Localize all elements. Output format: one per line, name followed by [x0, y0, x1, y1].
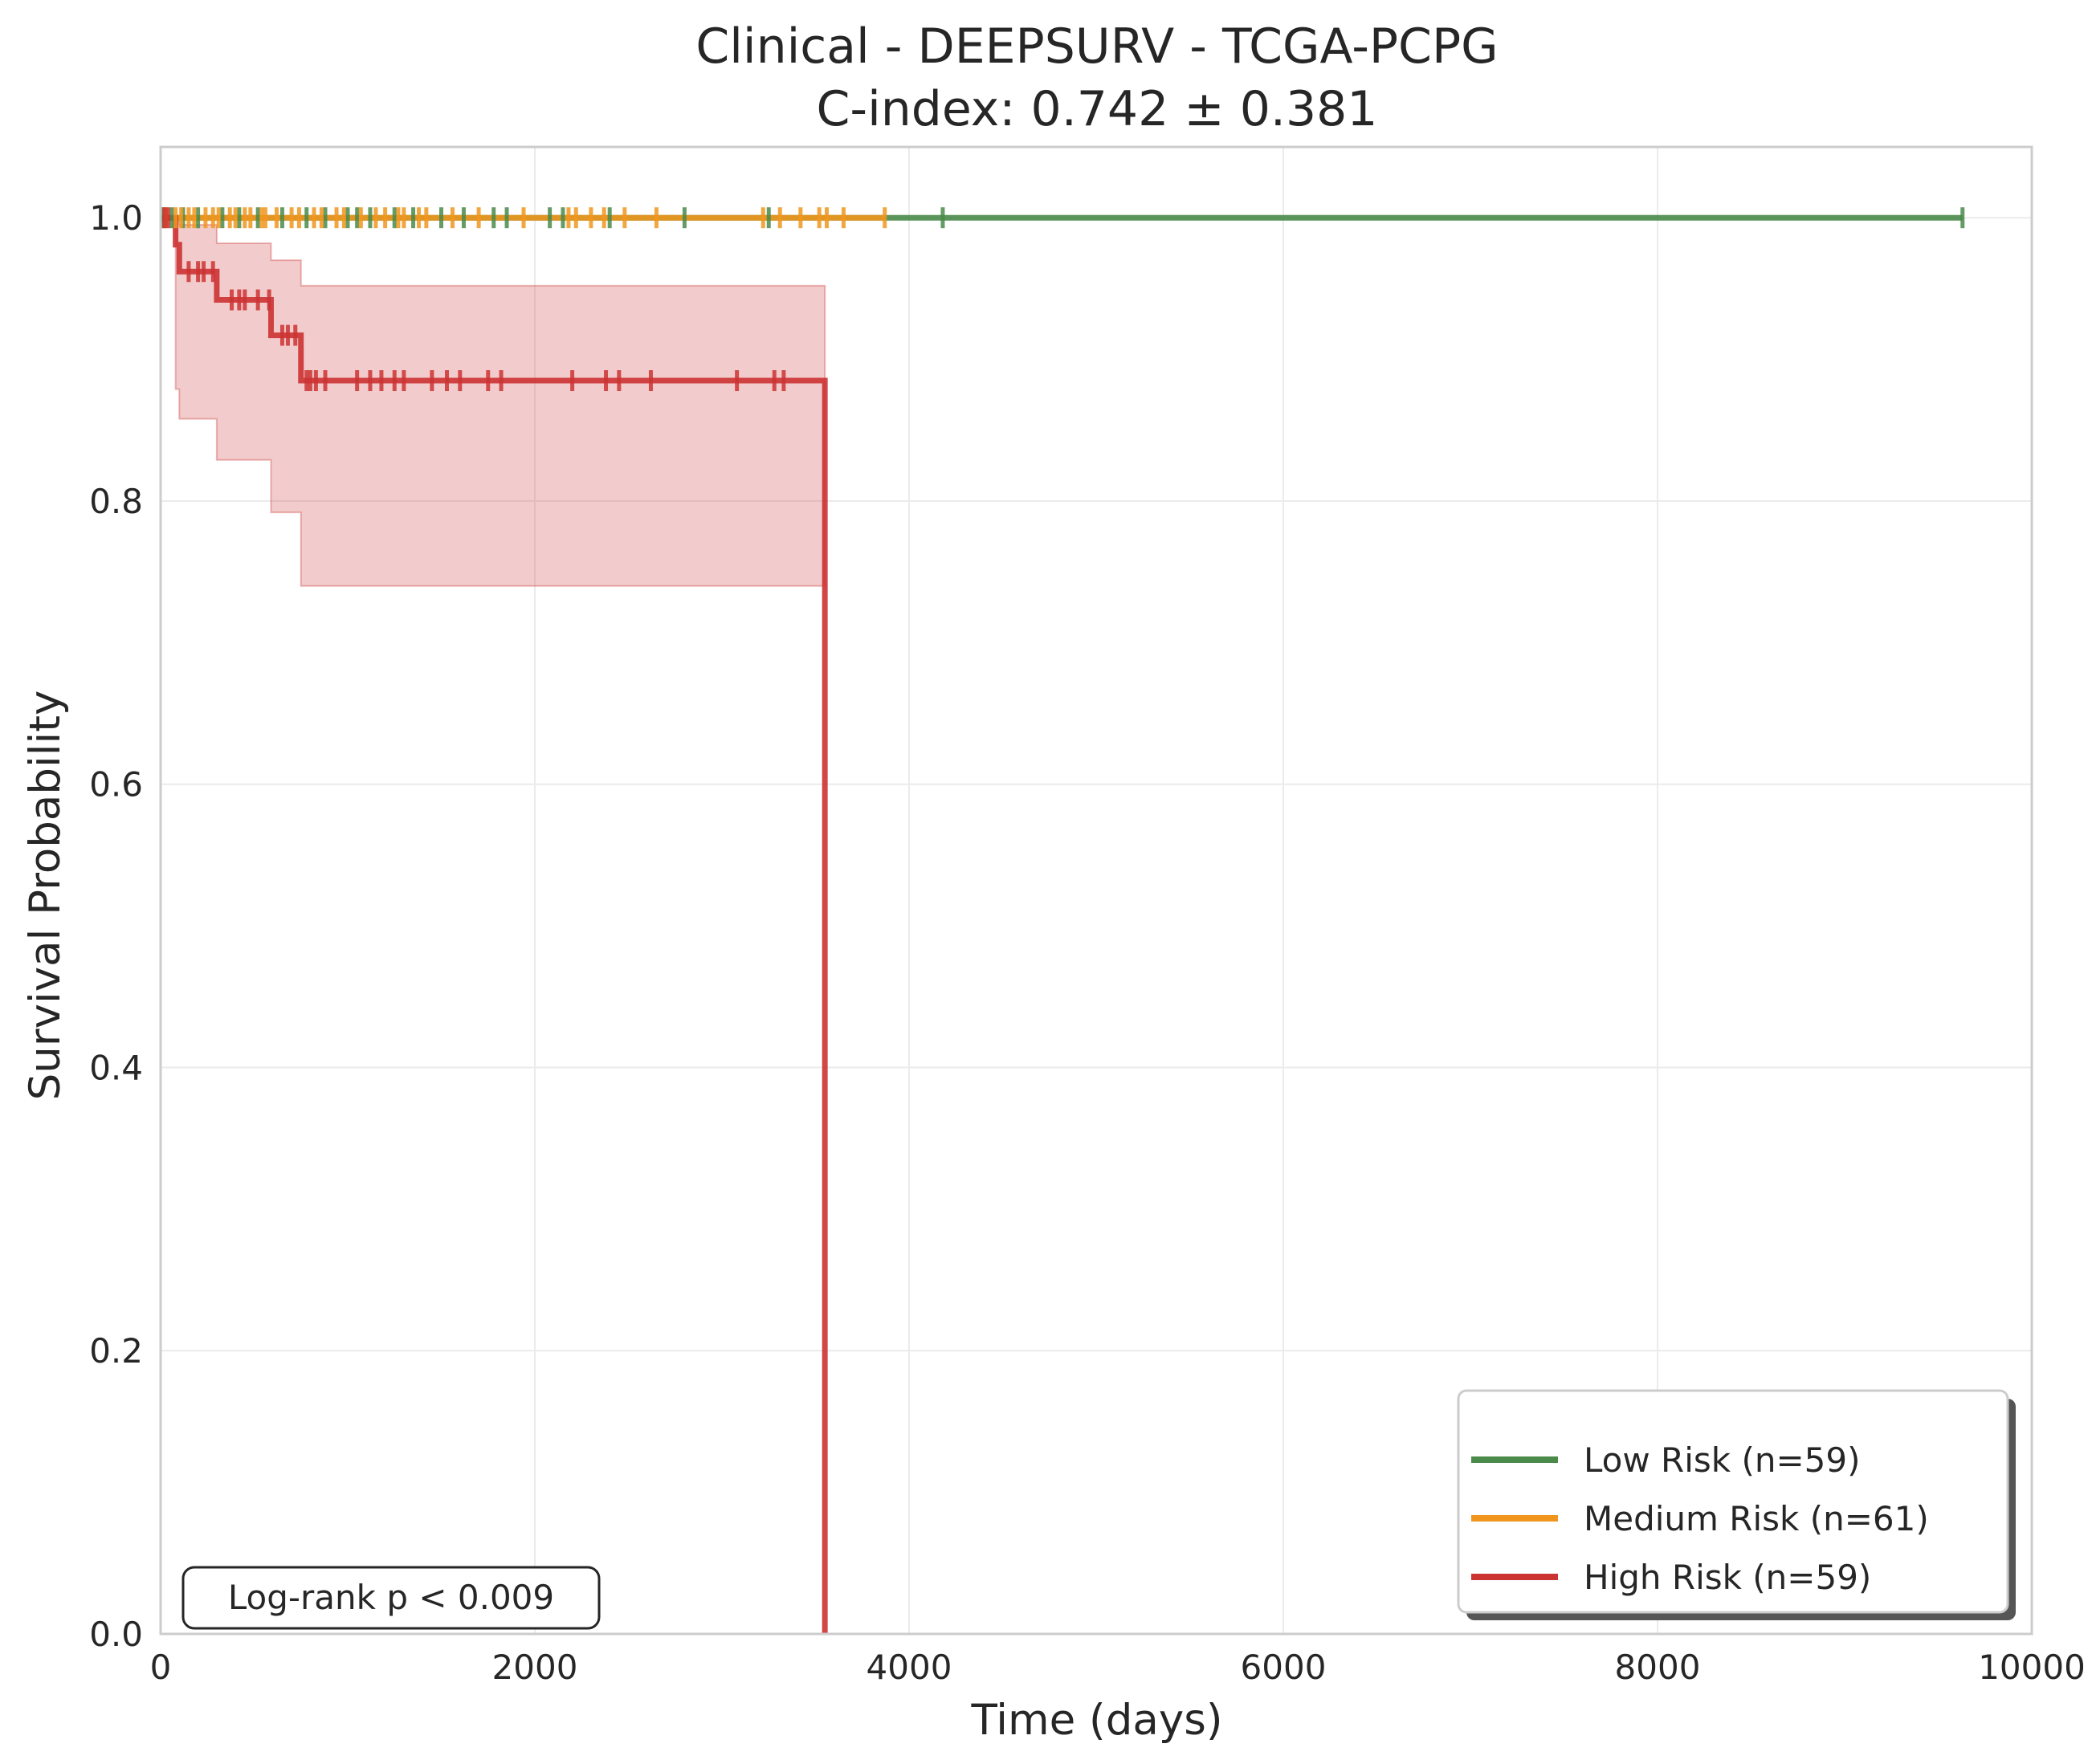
chart-title: Clinical - DEEPSURV - TCGA-PCPG [695, 18, 1498, 75]
x-tick-label: 0 [150, 1648, 172, 1687]
annotation-box [181, 1566, 601, 1630]
y-axis-label: Survival Probability [21, 691, 70, 1101]
x-tick-label: 2000 [492, 1648, 578, 1687]
y-tick-label: 1.0 [89, 198, 143, 238]
chart-subtitle: C-index: 0.742 ± 0.381 [817, 81, 1378, 137]
legend-frame [1457, 1389, 2009, 1614]
logrank-annotation: Log-rank p < 0.009 [181, 1566, 601, 1630]
legend-label: High Risk (n=59) [1584, 1558, 1871, 1597]
confidence-band [161, 217, 826, 587]
legend: Low Risk (n=59) Medium Risk (n=61) High Ri… [1457, 1389, 2016, 1620]
y-tick-label: 0.8 [89, 482, 143, 521]
axis-ticks: 0 2000 4000 6000 8000 10000 0.0 0.2 0.4 0.6 0.8 1.0 [89, 198, 2086, 1687]
y-tick-label: 0.2 [89, 1331, 143, 1371]
plot-frame [159, 145, 2033, 1636]
legend-items: Low Risk (n=59) Medium Risk (n=61) High Ri… [1471, 1440, 1929, 1597]
x-axis-label: Time (days) [970, 1696, 1222, 1745]
y-tick-label: 0.4 [89, 1048, 143, 1087]
x-tick-label: 4000 [867, 1648, 952, 1687]
survival-line [161, 214, 828, 1634]
y-tick-label: 0.0 [89, 1615, 143, 1654]
legend-label: Low Risk (n=59) [1584, 1440, 1861, 1480]
x-tick-label: 10000 [1978, 1648, 2086, 1687]
x-tick-label: 8000 [1615, 1648, 1701, 1687]
logrank-text: Log-rank p < 0.009 [228, 1578, 554, 1617]
x-tick-label: 6000 [1241, 1648, 1327, 1687]
grid [160, 147, 2033, 1635]
y-tick-label: 0.6 [89, 765, 143, 805]
legend-label: Medium Risk (n=61) [1584, 1499, 1929, 1538]
confidence-bands [161, 217, 826, 587]
censor-marks [161, 207, 1965, 392]
